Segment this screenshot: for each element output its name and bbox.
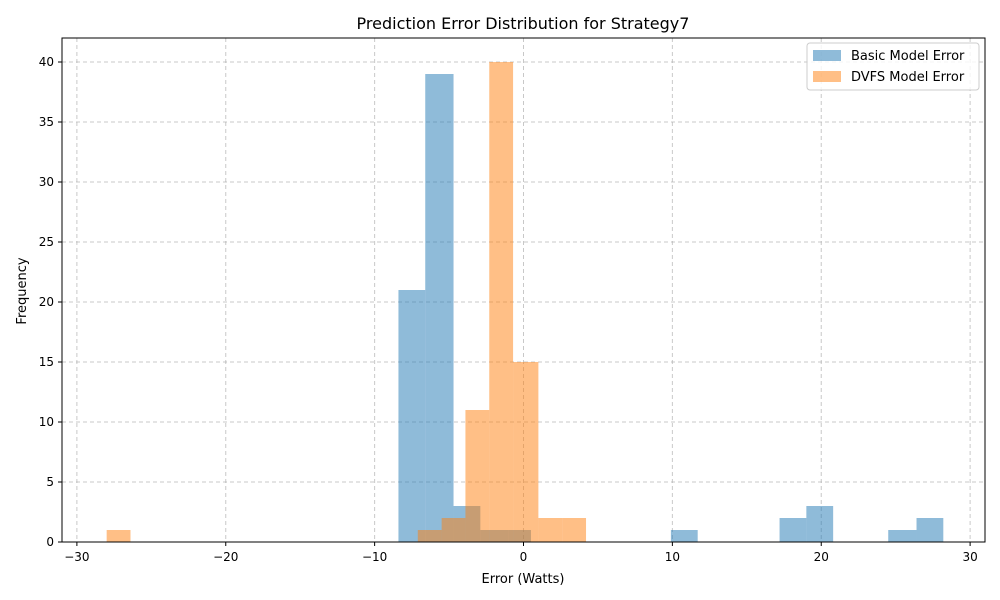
grid-lines bbox=[62, 38, 985, 543]
histogram-bar-dvfs bbox=[513, 362, 539, 542]
y-tick-label: 35 bbox=[39, 115, 54, 129]
histogram-bar-basic bbox=[398, 290, 426, 542]
legend: Basic Model Error DVFS Model Error bbox=[806, 42, 980, 91]
chart-title: Prediction Error Distribution for Strate… bbox=[357, 14, 690, 33]
y-tick-label: 25 bbox=[39, 235, 54, 249]
x-tick-label: −10 bbox=[362, 550, 387, 564]
y-tick-label: 15 bbox=[39, 355, 54, 369]
legend-swatch-basic bbox=[813, 50, 841, 61]
histogram-bar-basic bbox=[888, 530, 917, 542]
histogram-bar-basic bbox=[425, 74, 454, 542]
histogram-bar-dvfs bbox=[106, 530, 131, 542]
x-tick-label: −30 bbox=[64, 550, 89, 564]
histogram-bar-dvfs bbox=[489, 62, 514, 542]
legend-box bbox=[806, 42, 980, 91]
y-tick-label: 0 bbox=[46, 535, 54, 549]
y-axis-ticks: 0 5 10 15 20 25 30 35 40 bbox=[39, 55, 62, 549]
y-tick-label: 30 bbox=[39, 175, 54, 189]
histogram-bar-basic bbox=[670, 530, 698, 542]
histogram-bar-basic bbox=[779, 518, 807, 542]
legend-swatch-dvfs bbox=[813, 71, 841, 82]
x-tick-label: 30 bbox=[962, 550, 977, 564]
y-tick-label: 40 bbox=[39, 55, 54, 69]
histogram-bar-dvfs bbox=[441, 518, 466, 542]
x-tick-label: 20 bbox=[814, 550, 829, 564]
x-tick-label: 10 bbox=[665, 550, 680, 564]
y-tick-label: 10 bbox=[39, 415, 54, 429]
histogram-bar-basic bbox=[806, 506, 834, 542]
legend-label-basic: Basic Model Error bbox=[851, 49, 965, 64]
histogram-bar-basic bbox=[916, 518, 944, 542]
histogram-bar-dvfs bbox=[417, 530, 442, 542]
legend-label-dvfs: DVFS Model Error bbox=[851, 70, 965, 85]
histogram-bar-dvfs bbox=[465, 410, 490, 542]
y-tick-label: 20 bbox=[39, 295, 54, 309]
x-tick-label: 0 bbox=[520, 550, 528, 564]
y-tick-label: 5 bbox=[46, 475, 54, 489]
x-axis-label: Error (Watts) bbox=[482, 572, 565, 587]
x-axis-ticks: −30 −20 −10 0 10 20 30 bbox=[64, 542, 978, 564]
histogram-bar-dvfs bbox=[538, 518, 563, 542]
y-axis-label: Frequency bbox=[15, 257, 30, 324]
histogram-bar-dvfs bbox=[562, 518, 587, 542]
histogram-bars bbox=[106, 62, 944, 542]
x-tick-label: −20 bbox=[213, 550, 238, 564]
